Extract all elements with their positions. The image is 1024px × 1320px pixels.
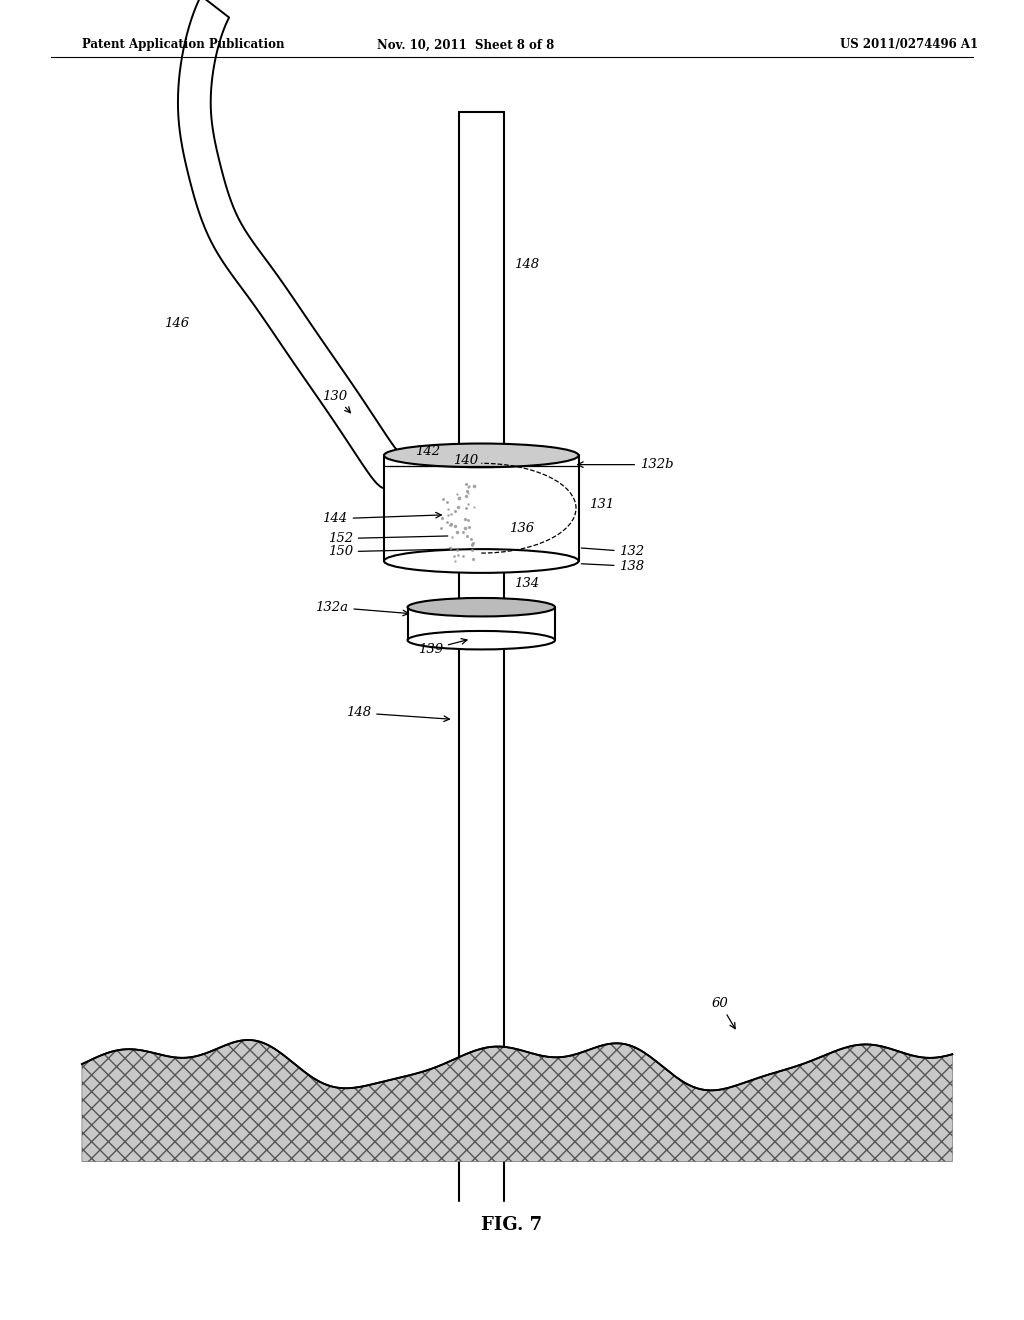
- Text: 131: 131: [589, 498, 614, 511]
- Ellipse shape: [384, 549, 579, 573]
- Polygon shape: [384, 444, 579, 561]
- Text: 139: 139: [418, 639, 467, 656]
- Text: 150: 150: [328, 545, 450, 558]
- Text: Patent Application Publication: Patent Application Publication: [82, 38, 285, 51]
- Ellipse shape: [408, 598, 555, 616]
- Polygon shape: [408, 598, 555, 640]
- Text: 60: 60: [712, 997, 735, 1028]
- Text: 132b: 132b: [578, 458, 674, 471]
- Text: 134: 134: [514, 577, 540, 590]
- Ellipse shape: [384, 444, 579, 467]
- Text: 140: 140: [453, 454, 478, 467]
- Text: FIG. 7: FIG. 7: [481, 1216, 543, 1234]
- Polygon shape: [82, 1040, 952, 1162]
- Text: 146: 146: [164, 317, 189, 330]
- Text: 142: 142: [415, 445, 440, 458]
- Text: 148: 148: [346, 706, 450, 722]
- Text: 138: 138: [582, 560, 645, 573]
- Text: 152: 152: [328, 532, 447, 545]
- Text: 144: 144: [323, 512, 441, 525]
- Text: US 2011/0274496 A1: US 2011/0274496 A1: [840, 38, 978, 51]
- Text: 148: 148: [514, 257, 540, 271]
- Text: 132a: 132a: [315, 601, 409, 615]
- Ellipse shape: [408, 631, 555, 649]
- Text: 136: 136: [509, 521, 535, 535]
- Text: 130: 130: [323, 389, 350, 413]
- Text: Nov. 10, 2011  Sheet 8 of 8: Nov. 10, 2011 Sheet 8 of 8: [377, 38, 555, 51]
- Text: 132: 132: [582, 545, 645, 558]
